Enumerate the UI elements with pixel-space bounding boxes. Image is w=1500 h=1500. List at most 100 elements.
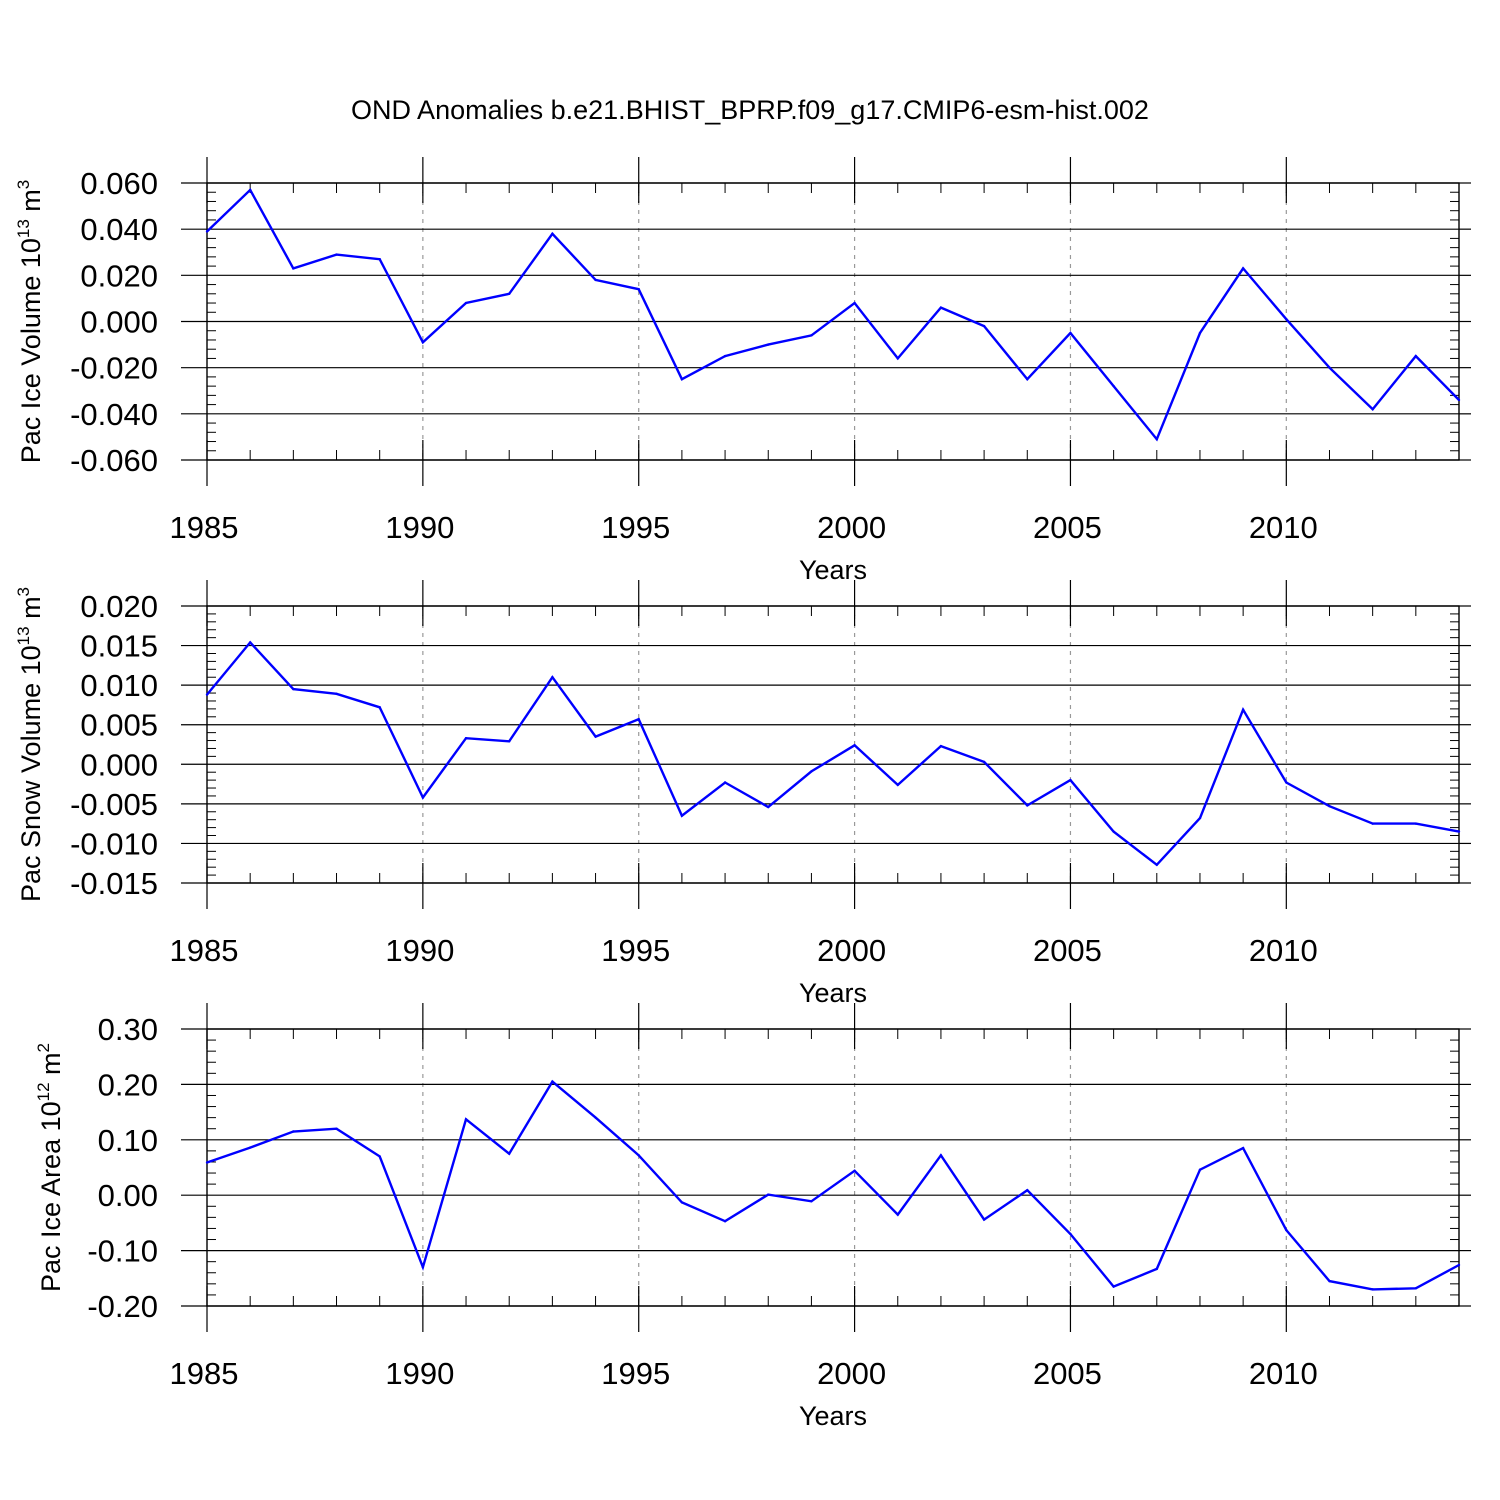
data-point <box>551 232 554 235</box>
data-point <box>335 1127 338 1130</box>
y-tick-label: -0.015 <box>70 866 158 901</box>
data-point <box>464 1118 468 1121</box>
data-point <box>1155 863 1158 866</box>
data-point <box>680 378 684 381</box>
data-point <box>1241 267 1245 270</box>
y-tick-label: 0.20 <box>98 1067 158 1102</box>
y-tick-label: -0.040 <box>70 397 158 432</box>
data-point <box>464 301 468 305</box>
series-line <box>206 1079 1460 1291</box>
data-point <box>1112 830 1115 833</box>
y-tick-label: -0.020 <box>70 351 158 386</box>
data-point <box>1414 822 1418 825</box>
data-point <box>637 287 640 291</box>
x-tick-label: 2005 <box>1033 510 1102 545</box>
data-point <box>1457 398 1461 402</box>
data-point <box>594 735 597 738</box>
chart-title: OND Anomalies b.e21.BHIST_BPRP.f09_g17.C… <box>351 95 1149 125</box>
y-tick-label: -0.005 <box>70 787 158 822</box>
y-tick-label: 0.005 <box>80 708 158 743</box>
y-tick-label: 0.10 <box>98 1123 158 1158</box>
data-point <box>853 744 856 747</box>
data-point <box>1328 805 1331 808</box>
data-point <box>378 1155 381 1158</box>
data-point <box>205 1161 209 1164</box>
data-point <box>594 1116 597 1119</box>
data-point <box>292 687 295 691</box>
data-point <box>335 253 338 256</box>
data-point <box>1198 331 1202 335</box>
y-tick-label: 0.000 <box>80 305 158 340</box>
panel-1: -0.060 -0.040 -0.020 0.000 0.020 0.040 0.060 19… <box>14 157 1471 585</box>
y-tick-label: 0.020 <box>80 589 158 624</box>
x-tick-label: 1990 <box>385 1356 454 1391</box>
data-point <box>292 267 295 270</box>
x-tick-label: 1985 <box>170 510 239 545</box>
data-point <box>205 693 209 696</box>
y-tick-label: 0.060 <box>80 166 158 201</box>
data-point <box>1198 1168 1202 1171</box>
data-point <box>1026 1189 1029 1192</box>
data-point <box>1069 778 1072 782</box>
data-point <box>982 1218 986 1221</box>
x-tick-label: 2000 <box>817 510 886 545</box>
data-point <box>1371 822 1374 825</box>
data-point <box>378 706 381 709</box>
y-axis-label: Pac Ice Volume 1013 m3 <box>14 180 46 464</box>
data-point <box>810 1200 813 1203</box>
data-point <box>1457 1263 1461 1267</box>
x-tick-label: 2000 <box>817 933 886 968</box>
data-point <box>1155 438 1158 441</box>
data-point <box>939 306 943 309</box>
y-tick-label: 0.00 <box>98 1178 158 1213</box>
data-point <box>335 692 338 696</box>
data-point <box>767 343 770 346</box>
data-point <box>1069 1232 1072 1236</box>
x-axis-label: Years <box>799 555 867 585</box>
x-tick-label: 2010 <box>1249 1356 1318 1391</box>
data-point <box>378 257 381 261</box>
data-point <box>1328 1279 1331 1283</box>
data-point <box>1371 1288 1374 1291</box>
y-tick-label: -0.060 <box>70 443 158 478</box>
data-point <box>508 292 511 295</box>
data-point <box>637 717 640 721</box>
data-point <box>982 324 986 328</box>
data-point <box>248 641 252 644</box>
data-point <box>896 783 899 787</box>
x-tick-label: 2010 <box>1249 933 1318 968</box>
data-point <box>1414 1287 1418 1290</box>
y-tick-label: 0.000 <box>80 747 158 782</box>
data-point <box>1414 354 1418 358</box>
y-tick-label: 0.30 <box>98 1012 158 1047</box>
data-point <box>421 1266 425 1269</box>
data-point <box>853 301 856 305</box>
data-point <box>637 1154 640 1157</box>
plot-frame <box>206 605 1460 884</box>
data-point <box>896 1213 899 1216</box>
data-point <box>594 278 597 282</box>
data-point <box>248 1146 252 1149</box>
data-point <box>508 1152 511 1155</box>
data-point <box>810 770 813 773</box>
y-tick-label: 0.015 <box>80 629 158 664</box>
data-point <box>551 676 554 679</box>
plot-frame <box>206 1028 1460 1307</box>
data-point <box>1328 366 1331 369</box>
data-point <box>982 760 986 764</box>
data-point <box>1069 331 1072 335</box>
x-tick-label: 2000 <box>817 1356 886 1391</box>
data-point <box>1457 830 1461 833</box>
y-tick-label: 0.020 <box>80 258 158 293</box>
data-point <box>1155 1267 1158 1271</box>
y-tick-label: 0.040 <box>80 212 158 247</box>
y-tick-label: -0.010 <box>70 826 158 861</box>
data-point <box>1198 816 1202 820</box>
data-point <box>810 334 813 337</box>
y-axis-label: Pac Ice Area 1012 m2 <box>34 1043 66 1292</box>
data-point <box>723 781 727 784</box>
plot-frame <box>206 182 1460 461</box>
panel-3: -0.20 -0.10 0.00 0.10 0.20 0.30 1985 1990 1995 20… <box>34 1003 1471 1431</box>
data-point <box>205 230 209 233</box>
